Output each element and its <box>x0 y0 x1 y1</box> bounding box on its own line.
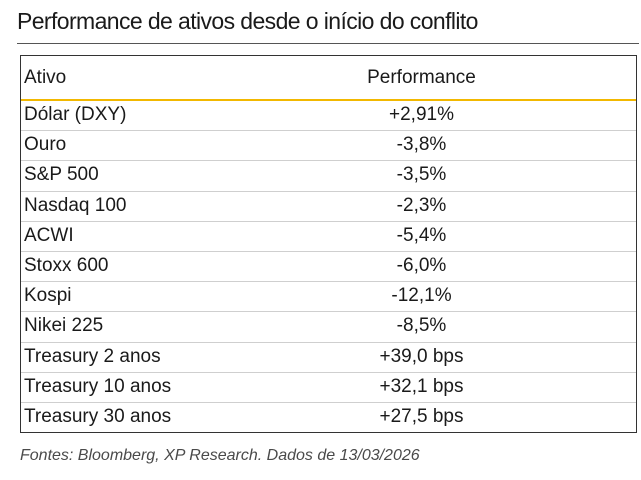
cell-performance: -6,0% <box>396 254 447 276</box>
table-row: Treasury 30 anos +27,5 bps <box>21 403 636 433</box>
cell-performance: -3,8% <box>396 134 447 156</box>
table-row: Treasury 10 anos +32,1 bps <box>21 373 636 403</box>
cell-asset: Stoxx 600 <box>24 254 109 276</box>
cell-performance: -8,5% <box>396 315 447 337</box>
cell-asset: Nikei 225 <box>24 315 104 337</box>
cell-asset: S&P 500 <box>24 164 99 186</box>
cell-asset: Treasury 2 anos <box>24 345 161 367</box>
cell-performance: +39,0 bps <box>379 345 464 367</box>
cell-asset: Ouro <box>24 134 67 156</box>
cell-performance: +2,91% <box>389 104 454 125</box>
table-row: Ouro -3,8% <box>21 131 636 162</box>
table-row: S&P 500 -3,5% <box>21 161 636 192</box>
cell-asset: Nasdaq 100 <box>24 194 127 216</box>
cell-performance: -5,4% <box>396 224 447 246</box>
cell-performance: -2,3% <box>396 194 447 216</box>
cell-performance: -3,5% <box>396 164 447 186</box>
table-row: Stoxx 600 -6,0% <box>21 252 636 283</box>
cell-performance: -12,1% <box>391 285 452 307</box>
table-row: Treasury 2 anos +39,0 bps <box>21 343 636 373</box>
table-row: Dólar (DXY) +2,91% <box>21 101 636 132</box>
cell-performance: +32,1 bps <box>379 375 464 397</box>
table-row: Nasdaq 100 -2,3% <box>21 192 636 222</box>
source-note: Fontes: Bloomberg, XP Research. Dados de… <box>20 447 420 464</box>
table-row: Nikei 225 -8,5% <box>21 312 636 343</box>
cell-asset: Dólar (DXY) <box>24 104 127 125</box>
chart-title: Performance de ativos desde o início do … <box>17 8 478 34</box>
table-body: Dólar (DXY) +2,91% Ouro -3,8% S&P 500 -3,5% Na… <box>21 101 636 433</box>
column-header-asset: Ativo <box>24 67 67 88</box>
table-row: Kospi -12,1% <box>21 282 636 313</box>
cell-asset: ACWI <box>24 224 74 246</box>
title-divider <box>17 43 639 44</box>
cell-asset: Treasury 10 anos <box>24 375 172 397</box>
cell-asset: Treasury 30 anos <box>24 405 172 427</box>
table-header: Ativo Performance <box>21 56 636 101</box>
cell-asset: Kospi <box>24 285 72 307</box>
performance-table: Ativo Performance Dólar (DXY) +2,91% Ouro -… <box>20 55 637 433</box>
cell-performance: +27,5 bps <box>379 405 464 427</box>
table-row: ACWI -5,4% <box>21 222 636 252</box>
column-header-performance: Performance <box>367 67 476 88</box>
